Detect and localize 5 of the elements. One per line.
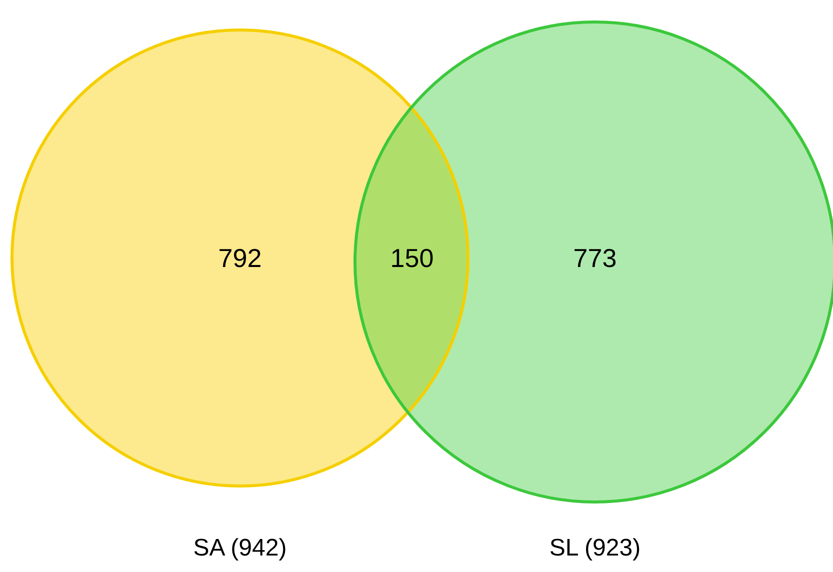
data-label: 150 xyxy=(390,242,434,273)
data-label: 792 xyxy=(218,242,262,273)
data-label: 773 xyxy=(573,242,617,273)
text: SA (942) xyxy=(193,534,287,562)
text: SL (923) xyxy=(549,534,641,562)
